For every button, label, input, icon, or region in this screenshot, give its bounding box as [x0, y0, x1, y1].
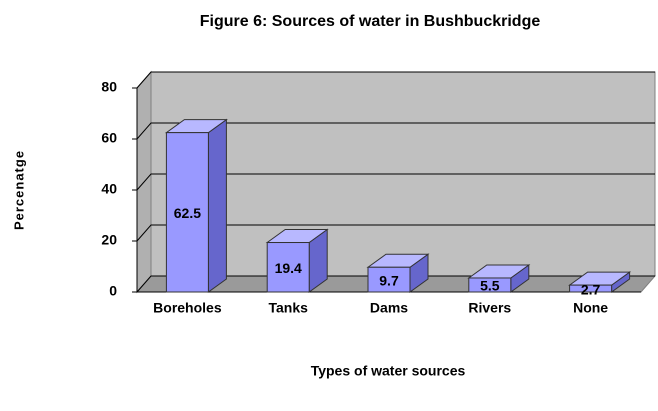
grid-line — [136, 173, 655, 191]
y-tick-label: 80 — [101, 79, 117, 95]
value-label: 5.5 — [480, 278, 500, 294]
y-axis-label: Percenatge — [11, 150, 26, 230]
x-tick-label: Tanks — [268, 300, 308, 316]
value-label: 9.7 — [379, 272, 399, 288]
grid-line — [136, 122, 655, 140]
x-tick-label: Dams — [370, 300, 408, 316]
bar-side — [207, 118, 227, 293]
bar — [468, 277, 512, 293]
x-tick-label: Rivers — [468, 300, 511, 316]
x-tick-label: None — [573, 300, 608, 316]
value-label: 19.4 — [275, 260, 302, 276]
x-tick-label: Boreholes — [153, 300, 222, 316]
x-axis-label: Types of water sources — [311, 363, 466, 379]
bar — [266, 242, 310, 293]
y-tick-label: 0 — [109, 283, 117, 299]
bar — [569, 284, 613, 293]
value-label: 2.7 — [581, 281, 601, 297]
grid-line — [136, 71, 655, 89]
y-tick-label: 20 — [101, 232, 117, 248]
value-label: 62.5 — [174, 205, 201, 221]
grid-line — [136, 224, 655, 242]
bar — [367, 266, 411, 293]
y-tick-label: 40 — [101, 181, 117, 197]
bar — [165, 132, 209, 293]
y-tick-label: 60 — [101, 130, 117, 146]
chart-title: Figure 6: Sources of water in Bushbuckri… — [200, 13, 541, 30]
